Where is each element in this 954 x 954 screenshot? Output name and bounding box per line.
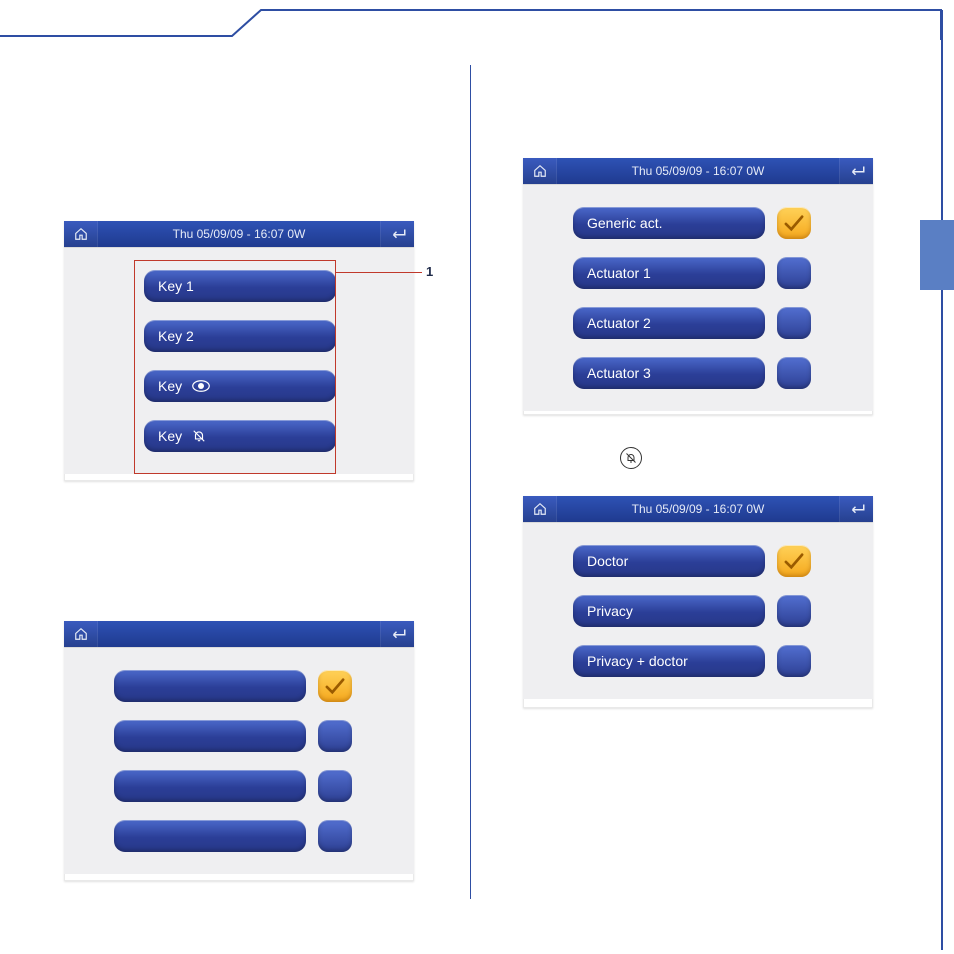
check-icon [783, 214, 805, 232]
pill-label: Doctor [587, 553, 628, 569]
panel-body: Generic act. Actuator 1 Actuator 2 Actua… [523, 184, 873, 411]
page-header-line [0, 0, 954, 40]
annotation-leader [336, 272, 422, 273]
bell-off-icon [625, 452, 637, 464]
option-toggle-checked[interactable] [777, 545, 811, 577]
pill-label: Actuator 1 [587, 265, 651, 281]
privacy-button-doctor[interactable]: Doctor [573, 545, 765, 577]
pill-label: Generic act. [587, 215, 662, 231]
column-divider [470, 65, 471, 899]
home-button[interactable] [523, 496, 557, 522]
panel-body [64, 647, 414, 874]
pill-label: Privacy [587, 603, 633, 619]
actuator-button-1[interactable]: Actuator 1 [573, 257, 765, 289]
panel-actuators: Thu 05/09/09 - 16:07 0W Generic act. Act… [523, 158, 873, 415]
panel-privacy: Thu 05/09/09 - 16:07 0W Doctor Privacy P… [523, 496, 873, 708]
option-toggle[interactable] [318, 820, 352, 852]
home-button[interactable] [64, 221, 98, 247]
titlebar: Thu 05/09/09 - 16:07 0W [64, 221, 414, 247]
pill-label: Privacy + doctor [587, 653, 688, 669]
annotation-number: 1 [426, 264, 433, 279]
back-button[interactable] [839, 496, 873, 522]
titlebar-text [98, 621, 380, 647]
option-button[interactable] [114, 770, 306, 802]
option-toggle[interactable] [777, 357, 811, 389]
privacy-button-privacy[interactable]: Privacy [573, 595, 765, 627]
pill-label: Key [158, 428, 182, 444]
privacy-button-privacy-doctor[interactable]: Privacy + doctor [573, 645, 765, 677]
titlebar: Thu 05/09/09 - 16:07 0W [523, 158, 873, 184]
option-toggle[interactable] [777, 257, 811, 289]
option-toggle-checked[interactable] [777, 207, 811, 239]
back-button[interactable] [380, 221, 414, 247]
panel-body: Key 1 Key 2 Key Key [64, 247, 414, 474]
pill-label: Key 1 [158, 278, 194, 294]
eye-icon [192, 380, 210, 392]
key-button-bell-off[interactable]: Key [144, 420, 336, 452]
home-icon [74, 627, 88, 641]
key-button-2[interactable]: Key 2 [144, 320, 336, 352]
option-toggle[interactable] [777, 307, 811, 339]
pill-label: Key [158, 378, 182, 394]
home-icon [74, 227, 88, 241]
return-arrow-icon [389, 627, 407, 641]
actuator-button-generic[interactable]: Generic act. [573, 207, 765, 239]
key-button-1[interactable]: Key 1 [144, 270, 336, 302]
back-button[interactable] [380, 621, 414, 647]
panel-body: Doctor Privacy Privacy + doctor [523, 522, 873, 699]
return-arrow-icon [848, 164, 866, 178]
option-toggle-checked[interactable] [318, 670, 352, 702]
check-icon [783, 552, 805, 570]
home-button[interactable] [523, 158, 557, 184]
titlebar-text: Thu 05/09/09 - 16:07 0W [557, 496, 839, 522]
home-icon [533, 164, 547, 178]
check-icon [324, 677, 346, 695]
back-button[interactable] [839, 158, 873, 184]
actuator-button-2[interactable]: Actuator 2 [573, 307, 765, 339]
option-button[interactable] [114, 820, 306, 852]
return-arrow-icon [389, 227, 407, 241]
bell-off-icon [192, 429, 206, 443]
return-arrow-icon [848, 502, 866, 516]
flow-connector [620, 447, 642, 469]
titlebar [64, 621, 414, 647]
pill-label: Actuator 2 [587, 315, 651, 331]
option-toggle[interactable] [318, 720, 352, 752]
pill-label: Key 2 [158, 328, 194, 344]
panel-blank-options [64, 621, 414, 881]
option-button[interactable] [114, 720, 306, 752]
titlebar: Thu 05/09/09 - 16:07 0W [523, 496, 873, 522]
page-edge-tab [920, 220, 954, 290]
home-icon [533, 502, 547, 516]
option-toggle[interactable] [777, 595, 811, 627]
titlebar-text: Thu 05/09/09 - 16:07 0W [98, 221, 380, 247]
option-toggle[interactable] [777, 645, 811, 677]
panel-keys: Thu 05/09/09 - 16:07 0W Key 1 Key 2 Key … [64, 221, 414, 481]
option-toggle[interactable] [318, 770, 352, 802]
home-button[interactable] [64, 621, 98, 647]
titlebar-text: Thu 05/09/09 - 16:07 0W [557, 158, 839, 184]
option-button[interactable] [114, 670, 306, 702]
pill-label: Actuator 3 [587, 365, 651, 381]
key-button-eye[interactable]: Key [144, 370, 336, 402]
actuator-button-3[interactable]: Actuator 3 [573, 357, 765, 389]
page-right-border [941, 10, 943, 950]
